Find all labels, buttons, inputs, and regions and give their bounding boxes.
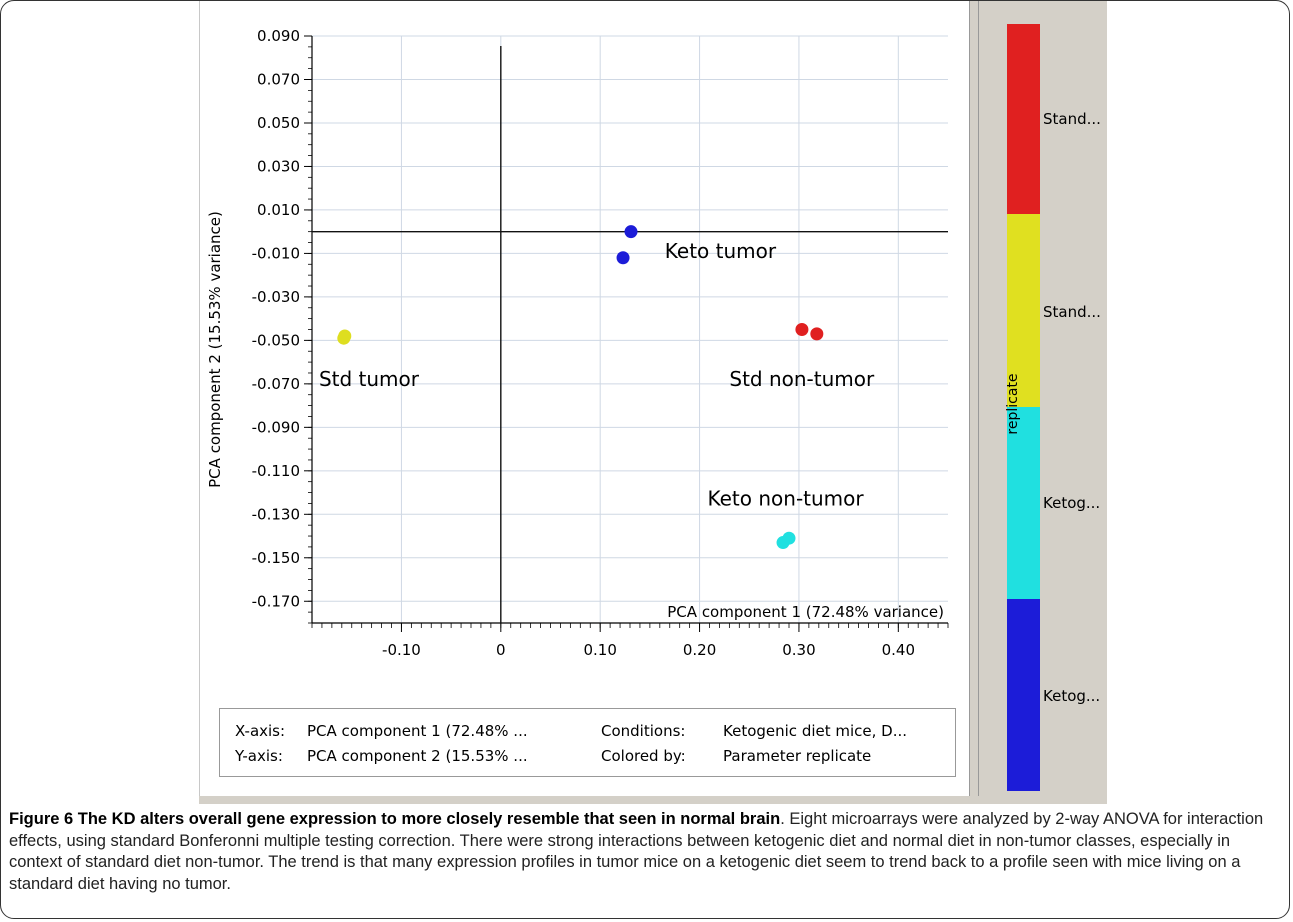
y-tick-label: -0.170 (252, 592, 300, 610)
cluster-annotation: Std non-tumor (729, 367, 875, 391)
axes-layer (311, 36, 948, 624)
y-tick-label: -0.010 (252, 244, 300, 262)
x-tick-label: 0.40 (882, 641, 915, 659)
points-layer (337, 225, 824, 550)
legend-swatch-2 (1007, 214, 1040, 407)
labels-layer: PCA component 1 (72.48% variance) PCA com… (206, 211, 944, 621)
plot-info-box: X-axis: PCA component 1 (72.48% ... Y-ax… (219, 708, 956, 777)
y-tick-label: -0.150 (252, 549, 300, 567)
cluster-annotation: Keto non-tumor (708, 487, 865, 511)
y-tick-label: 0.010 (257, 201, 300, 219)
legend-swatch-1 (1007, 24, 1040, 214)
colored-by-value: Parameter replicate (723, 747, 872, 765)
y-tick-label: 0.070 (257, 70, 300, 88)
data-point (782, 531, 796, 545)
splitter-handle[interactable] (969, 1, 979, 796)
legend-label-4: Ketog... (1043, 687, 1101, 705)
colored-by-key: Colored by: (601, 747, 686, 765)
x-tick-label: 0 (496, 641, 506, 659)
legend-title: replicate (1005, 373, 1021, 435)
y-tick-label: -0.110 (252, 462, 300, 480)
data-point (795, 323, 809, 336)
legend-panel: Stand... Stand... Ketog... Ketog... repl… (979, 1, 1107, 796)
grid-layer (312, 35, 948, 623)
data-point (624, 225, 638, 239)
x-tick-label: -0.10 (382, 641, 421, 659)
ticks-layer: 0.090 0.070 0.050 0.030 0.010 -0.010 -0.030 -0.… (252, 27, 949, 659)
cluster-annotation: Std tumor (319, 367, 420, 391)
pca-scatter-plot: 0.090 0.070 0.050 0.030 0.010 -0.010 -0.030 -0.… (206, 27, 949, 659)
x-axis-value: PCA component 1 (72.48% ... (307, 722, 528, 740)
data-point (616, 251, 630, 265)
y-tick-label: -0.090 (252, 418, 300, 436)
y-tick-label: -0.030 (252, 288, 300, 306)
caption-title: Figure 6 The KD alters overall gene expr… (9, 810, 781, 828)
y-tick-label: 0.090 (257, 27, 300, 45)
x-tick-label: 0.30 (782, 641, 815, 659)
y-axis-value: PCA component 2 (15.53% ... (307, 747, 528, 765)
y-axis-key: Y-axis: (235, 747, 283, 765)
x-axis-label: PCA component 1 (72.48% variance) (667, 603, 944, 621)
legend-swatch-4 (1007, 599, 1040, 791)
conditions-key: Conditions: (601, 722, 686, 740)
y-tick-label: -0.130 (252, 505, 300, 523)
figure-caption: Figure 6 The KD alters overall gene expr… (9, 809, 1284, 895)
legend-label-1: Stand... (1043, 110, 1101, 128)
y-tick-label: -0.070 (252, 375, 300, 393)
data-point (337, 331, 351, 345)
bottom-strip (199, 796, 1107, 804)
data-point (810, 327, 824, 341)
plot-panel: 0.090 0.070 0.050 0.030 0.010 -0.010 -0.030 -0.… (199, 1, 970, 796)
legend-label-3: Ketog... (1043, 494, 1101, 512)
caption-body: . Eight microarrays were analyzed by 2-w… (9, 810, 1264, 893)
conditions-value: Ketogenic diet mice, D... (723, 722, 908, 740)
legend-swatch-3 (1007, 407, 1040, 599)
cluster-annotation: Keto tumor (665, 239, 777, 263)
y-tick-label: -0.050 (252, 331, 300, 349)
y-tick-label: 0.030 (257, 157, 300, 175)
x-tick-label: 0.20 (683, 641, 716, 659)
y-axis-label: PCA component 2 (15.53% variance) (206, 211, 224, 488)
legend-label-2: Stand... (1043, 303, 1101, 321)
y-tick-label: 0.050 (257, 114, 300, 132)
x-tick-label: 0.10 (583, 641, 616, 659)
x-axis-key: X-axis: (235, 722, 286, 740)
